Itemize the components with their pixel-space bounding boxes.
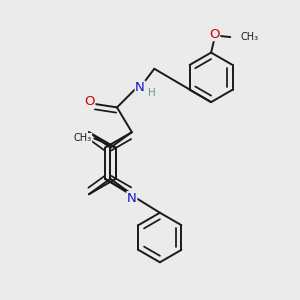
Text: H: H [148, 88, 155, 98]
Text: CH₃: CH₃ [240, 32, 258, 42]
Text: O: O [84, 95, 95, 108]
Text: O: O [209, 28, 220, 40]
Text: N: N [135, 81, 145, 94]
Text: CH₃: CH₃ [74, 134, 92, 143]
Text: N: N [127, 192, 137, 205]
